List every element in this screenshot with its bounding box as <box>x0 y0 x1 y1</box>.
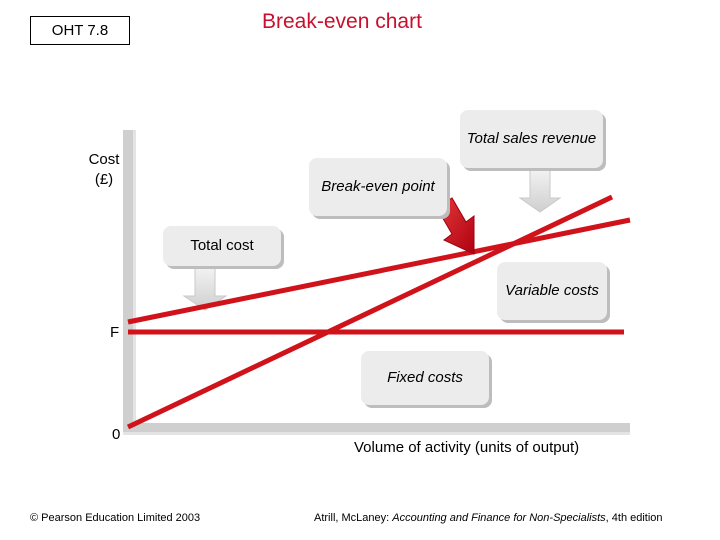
break-even-arrow-shape <box>436 197 475 255</box>
y-axis <box>123 130 133 430</box>
break-even-arrow <box>436 197 475 255</box>
total-sales-revenue-callout: Total sales revenue <box>460 110 603 168</box>
total-cost-line <box>127 217 631 325</box>
total-cost-text: Total cost <box>190 236 254 254</box>
total-sales-revenue-text: Total sales revenue <box>466 129 597 147</box>
slide-code-box: OHT 7.8 <box>30 16 130 45</box>
origin-label: 0 <box>112 426 121 443</box>
total-sales-revenue-line <box>126 194 614 430</box>
x-axis-shadow <box>123 432 630 435</box>
fixed-costs-callout: Fixed costs <box>361 351 489 405</box>
total-cost-callout: Total cost <box>163 226 281 266</box>
y-axis-label: Cost (£) <box>88 151 120 188</box>
citation-title: Accounting and Finance for Non-Specialis… <box>392 512 606 524</box>
slide-title: Break-even chart <box>262 10 422 33</box>
copyright-notice: © Pearson Education Limited 2003 <box>30 512 201 524</box>
citation-authors: Atrill, McLaney: <box>314 512 393 524</box>
break-even-point-text: Break-even point <box>321 177 435 195</box>
fixed-cost-axis-label: F <box>110 324 120 341</box>
cost-lines <box>126 194 631 430</box>
variable-costs-callout: Variable costs <box>497 262 607 320</box>
break-even-point-callout: Break-even point <box>309 158 447 216</box>
x-axis-label: Volume of activity (units of output) <box>354 439 580 456</box>
x-axis <box>123 423 630 432</box>
axes <box>123 130 630 435</box>
fixed-costs-text: Fixed costs <box>387 368 463 386</box>
slide-code: OHT 7.8 <box>51 22 109 39</box>
total-sales-pointer <box>518 169 562 213</box>
variable-costs-text: Variable costs <box>505 281 599 299</box>
y-axis-shadow <box>133 130 136 430</box>
citation-edition: , 4th edition <box>605 512 663 524</box>
citation: Atrill, McLaney: Accounting and Finance … <box>314 512 663 524</box>
